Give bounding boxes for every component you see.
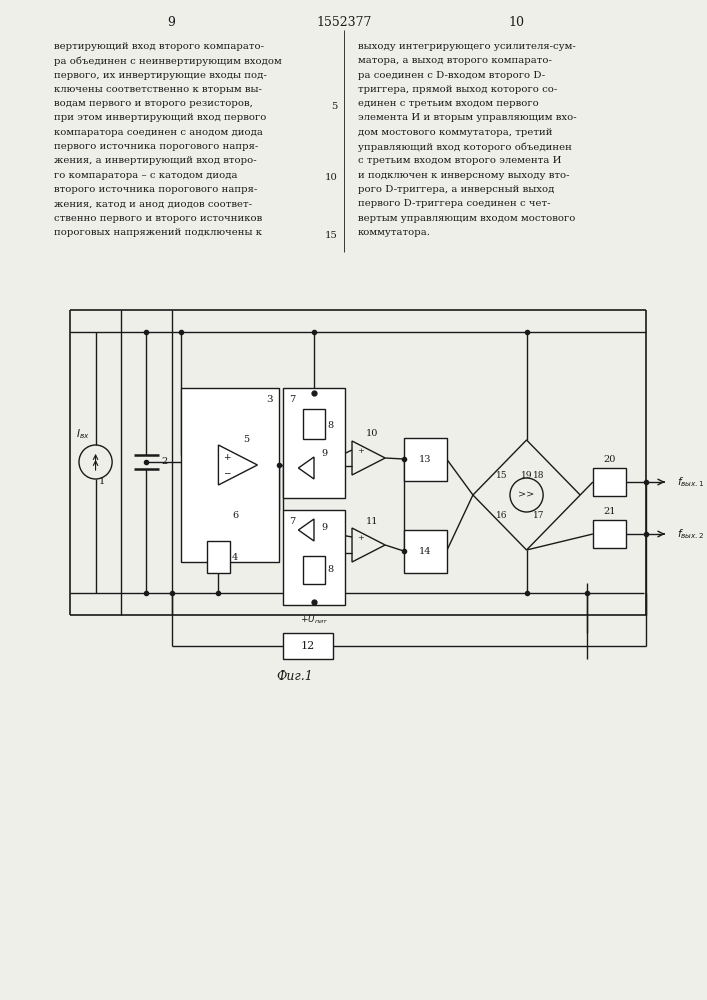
Text: >>: >> [518,490,534,499]
Text: 7: 7 [290,395,296,404]
Text: 8: 8 [327,420,334,430]
Text: 11: 11 [366,516,379,526]
Text: 9: 9 [322,524,328,532]
Bar [303,556,325,584]
Bar [404,530,447,573]
Bar [182,388,279,562]
Text: вертирующий вход второго компарато-: вертирующий вход второго компарато- [54,42,264,51]
Text: второго источника порогового напря-: второго источника порогового напря- [54,185,257,194]
Text: с третьим входом второго элемента И: с третьим входом второго элемента И [358,156,561,165]
Text: ственно первого и второго источников: ственно первого и второго источников [54,214,262,223]
Text: при этом инвертирующий вход первого: при этом инвертирующий вход первого [54,113,266,122]
Text: $f_{вых.2}$: $f_{вых.2}$ [677,527,704,541]
Text: $f_{вых.1}$: $f_{вых.1}$ [677,475,704,489]
Text: Фиг.1: Фиг.1 [276,670,313,684]
Bar [206,541,230,573]
Text: −: − [223,468,231,478]
Text: 4: 4 [232,554,238,562]
Text: 1552377: 1552377 [317,15,372,28]
Text: 10: 10 [366,430,379,438]
Text: 15: 15 [325,231,337,240]
Text: 10: 10 [325,173,337,182]
Text: триггера, прямой выход которого со-: триггера, прямой выход которого со- [358,85,557,94]
Text: матора, а выход второго компарато-: матора, а выход второго компарато- [358,56,551,65]
Text: 19: 19 [521,471,532,480]
Text: 3: 3 [267,395,273,404]
Text: +: + [357,534,364,542]
Bar [593,468,626,496]
Text: го компаратора – с катодом диода: го компаратора – с катодом диода [54,171,237,180]
Text: водам первого и второго резисторов,: водам первого и второго резисторов, [54,99,252,108]
Text: первого D-триггера соединен с чет-: первого D-триггера соединен с чет- [358,199,550,208]
Text: +: + [357,447,364,455]
Text: 7: 7 [290,517,296,526]
Text: 10: 10 [509,15,525,28]
Bar [593,520,626,548]
Text: жения, катод и анод диодов соответ-: жения, катод и анод диодов соответ- [54,199,252,208]
Text: ра объединен с неинвертирующим входом: ра объединен с неинвертирующим входом [54,56,281,66]
Text: 6: 6 [232,510,238,520]
Text: 21: 21 [603,508,616,516]
Text: ключены соответственно к вторым вы-: ключены соответственно к вторым вы- [54,85,262,94]
Text: 5: 5 [331,102,337,111]
Text: 8: 8 [327,566,334,574]
Text: 17: 17 [532,510,544,520]
Bar [283,633,334,659]
Text: компаратора соединен с анодом диода: компаратора соединен с анодом диода [54,128,262,137]
Bar [303,409,325,439]
Text: 16: 16 [496,510,508,520]
Text: пороговых напряжений подключены к: пороговых напряжений подключены к [54,228,262,237]
Text: дом мостового коммутатора, третий: дом мостового коммутатора, третий [358,128,552,137]
Text: единен с третьим входом первого: единен с третьим входом первого [358,99,539,108]
Text: +: + [223,452,231,462]
Text: +$U_{пит}$: +$U_{пит}$ [300,613,329,626]
Text: коммутатора.: коммутатора. [358,228,431,237]
Text: управляющий вход которого объединен: управляющий вход которого объединен [358,142,572,152]
Text: первого источника порогового напря-: первого источника порогового напря- [54,142,258,151]
Text: 1: 1 [98,477,105,486]
Text: 5: 5 [243,434,249,444]
Text: выходу интегрирующего усилителя-сум-: выходу интегрирующего усилителя-сум- [358,42,575,51]
Text: ра соединен с D-входом второго D-: ра соединен с D-входом второго D- [358,71,545,80]
Text: 14: 14 [419,546,431,556]
Text: $I_{вх}$: $I_{вх}$ [76,427,90,441]
Text: 12: 12 [301,641,315,651]
Text: и подключен к инверсному выходу вто-: и подключен к инверсному выходу вто- [358,171,569,180]
Text: жения, а инвертирующий вход второ-: жения, а инвертирующий вход второ- [54,156,256,165]
Bar [283,510,345,605]
Text: первого, их инвертирующие входы под-: первого, их инвертирующие входы под- [54,71,267,80]
Text: элемента И и вторым управляющим вхо-: элемента И и вторым управляющим вхо- [358,113,576,122]
Text: 9: 9 [168,15,175,28]
Text: вертым управляющим входом мостового: вертым управляющим входом мостового [358,214,575,223]
Bar [283,388,345,498]
Text: 15: 15 [496,471,508,480]
Text: 2: 2 [161,458,167,466]
Bar [404,438,447,481]
Text: 9: 9 [322,450,328,458]
Text: рого D-триггера, а инверсный выход: рого D-триггера, а инверсный выход [358,185,554,194]
Text: 18: 18 [532,471,544,480]
Text: 20: 20 [603,456,616,464]
Text: 13: 13 [419,454,431,464]
